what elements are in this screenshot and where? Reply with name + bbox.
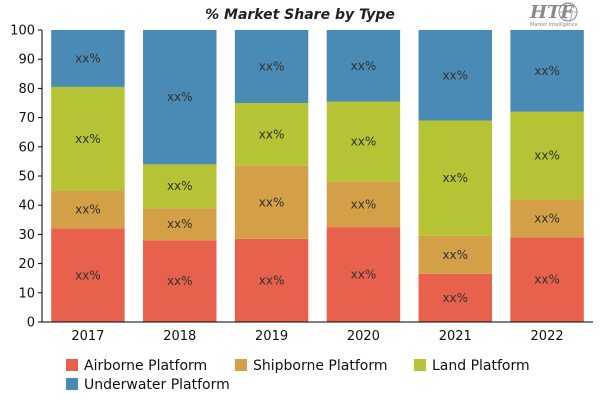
y-tick-label: 10 bbox=[18, 286, 35, 301]
bar-segment bbox=[418, 120, 492, 236]
bar-segment bbox=[418, 273, 492, 322]
data-label: xx% bbox=[75, 132, 101, 146]
data-label: xx% bbox=[534, 149, 560, 163]
data-label: xx% bbox=[351, 197, 377, 211]
data-label: xx% bbox=[442, 68, 468, 82]
legend-label: Land Platform bbox=[432, 358, 530, 374]
bar-segment bbox=[326, 101, 401, 182]
data-label: xx% bbox=[534, 273, 560, 287]
data-label: xx% bbox=[75, 51, 101, 65]
data-label: xx% bbox=[351, 268, 377, 282]
legend-swatch bbox=[66, 359, 78, 371]
data-label: xx% bbox=[534, 64, 560, 78]
bar-segment bbox=[510, 199, 584, 238]
bars-layer: xx% xx% xx% xx% xx% xx% xx% xx% xx% xx% xx% xx% xx% x… bbox=[51, 30, 584, 322]
x-tick-label: 2022 bbox=[531, 329, 564, 344]
y-tick-label: 90 bbox=[18, 53, 35, 68]
data-label: xx% bbox=[442, 291, 468, 305]
bar-segment bbox=[326, 181, 401, 228]
y-tick-label: 20 bbox=[18, 257, 35, 272]
data-label: xx% bbox=[259, 273, 285, 287]
x-tick-label: 2018 bbox=[163, 329, 196, 344]
data-label: xx% bbox=[75, 268, 101, 282]
data-label: xx% bbox=[259, 127, 285, 141]
x-tick-label: 2021 bbox=[439, 329, 472, 344]
legend: Airborne Platform Shipborne Platform Land … bbox=[66, 358, 530, 393]
y-tick-label: 60 bbox=[18, 140, 35, 155]
y-tick-label: 80 bbox=[18, 82, 35, 97]
data-label: xx% bbox=[75, 203, 101, 217]
bar-segment bbox=[143, 208, 217, 241]
bar-segment bbox=[143, 164, 217, 209]
legend-label: Underwater Platform bbox=[84, 377, 230, 393]
chart-title: % Market Share by Type bbox=[205, 7, 395, 23]
data-label: xx% bbox=[534, 211, 560, 225]
y-tick-label: 50 bbox=[18, 170, 35, 185]
y-tick-label: 70 bbox=[18, 111, 35, 126]
bar-segment bbox=[51, 228, 125, 322]
brand-logo-text: HTF bbox=[529, 2, 574, 23]
bar-segment bbox=[510, 30, 584, 112]
x-tick-label: 2020 bbox=[347, 329, 380, 344]
y-tick-label: 30 bbox=[18, 228, 35, 243]
bar-segment bbox=[234, 238, 309, 322]
bar-segment bbox=[418, 235, 492, 274]
x-tick-label: 2017 bbox=[71, 329, 104, 344]
y-tick-label: 100 bbox=[10, 24, 35, 39]
x-tick-label: 2019 bbox=[255, 329, 288, 344]
bar-segment bbox=[326, 227, 401, 322]
axes-layer: 0 10 20 30 40 50 60 70 80 90 100 2017 2018 2019 2020 20… bbox=[10, 24, 593, 344]
bar-segment bbox=[510, 237, 584, 322]
bar-segment bbox=[326, 30, 401, 102]
legend-label: Airborne Platform bbox=[84, 358, 207, 374]
data-label: xx% bbox=[442, 248, 468, 262]
bar-segment bbox=[143, 240, 217, 322]
bar-segment bbox=[143, 30, 217, 165]
data-label: xx% bbox=[167, 274, 193, 288]
bar-segment bbox=[51, 30, 125, 87]
legend-label: Shipborne Platform bbox=[253, 358, 387, 374]
bar-segment bbox=[234, 103, 309, 166]
legend-swatch bbox=[235, 359, 247, 371]
bar-segment bbox=[418, 30, 492, 121]
data-label: xx% bbox=[351, 59, 377, 73]
data-label: xx% bbox=[167, 179, 193, 193]
y-tick-label: 0 bbox=[27, 316, 35, 331]
data-label: xx% bbox=[351, 135, 377, 149]
legend-swatch bbox=[66, 378, 78, 390]
data-label: xx% bbox=[259, 195, 285, 209]
bar-segment bbox=[51, 86, 125, 191]
data-label: xx% bbox=[167, 217, 193, 231]
brand-logo: HTF Market Intelligence bbox=[529, 2, 578, 28]
bar-segment bbox=[51, 190, 125, 229]
legend-swatch bbox=[414, 359, 426, 371]
data-label: xx% bbox=[167, 90, 193, 104]
bar-segment bbox=[234, 165, 309, 239]
y-tick-label: 40 bbox=[18, 199, 35, 214]
brand-logo-subtext: Market Intelligence bbox=[530, 22, 578, 28]
data-label: xx% bbox=[442, 171, 468, 185]
data-label: xx% bbox=[259, 60, 285, 74]
bar-segment bbox=[234, 30, 309, 103]
bar-segment bbox=[510, 111, 584, 200]
